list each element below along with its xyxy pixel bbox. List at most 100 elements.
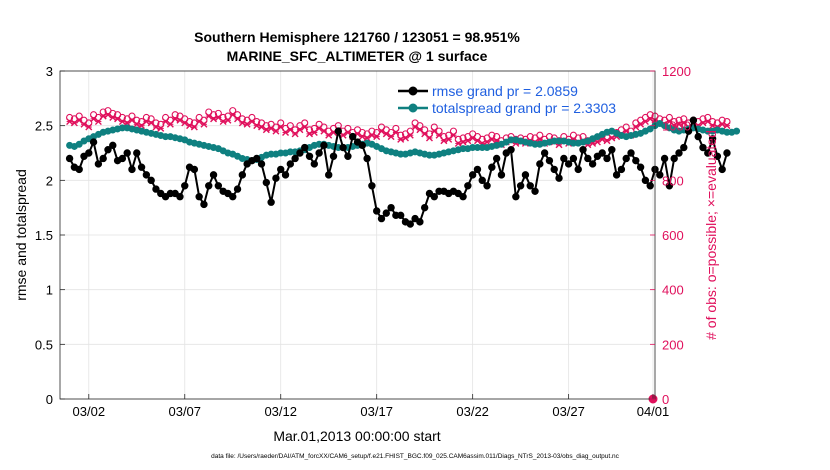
rmse-point <box>176 193 184 201</box>
rmse-point <box>325 171 333 179</box>
obs-evaluated-point <box>425 134 433 142</box>
rmse-point <box>694 132 702 141</box>
rmse-point <box>617 165 626 174</box>
obs-possible-point <box>248 113 256 122</box>
y-axis-right-label: # of obs: o=possible; ×=evaluated <box>703 130 719 340</box>
obs-possible-point <box>646 111 654 119</box>
rmse-point <box>123 149 131 157</box>
obs-evaluated-point <box>406 131 414 139</box>
obs-evaluated-point <box>277 123 285 131</box>
obs-evaluated-point <box>440 137 448 145</box>
rmse-point <box>301 143 309 152</box>
y-right-tick-label: 0 <box>662 392 669 407</box>
rmse-point <box>137 163 146 171</box>
obs-evaluated-point <box>301 123 309 131</box>
rmse-point <box>238 171 247 179</box>
obs-evaluated-point <box>109 113 117 121</box>
rmse-point <box>632 156 640 165</box>
rmse-point <box>344 152 352 160</box>
rmse-point <box>65 154 74 163</box>
obs-evaluated-point <box>94 118 102 126</box>
rmse-point <box>526 182 534 190</box>
rmse-point <box>497 171 506 179</box>
axes: 03/02 03/07 03/12 03/17 03/22 03/27 04/0100.51… <box>35 64 691 419</box>
rmse-point <box>310 160 319 168</box>
rmse-point <box>540 149 549 157</box>
legend-marker <box>408 103 418 113</box>
chart-title-line1: Southern Hemisphere 121760 / 123051 = 98… <box>194 29 520 45</box>
rmse-point <box>507 146 515 154</box>
rmse-point <box>416 218 424 226</box>
obs-evaluated-point <box>190 123 198 131</box>
rmse-point <box>699 143 707 152</box>
obs-evaluated-point <box>157 124 165 132</box>
rmse-point <box>675 149 683 157</box>
rmse-point <box>521 171 530 179</box>
x-tick-label: 03/27 <box>552 404 585 419</box>
obs-evaluated-point <box>718 120 726 128</box>
rmse-point <box>627 149 635 157</box>
obs-evaluated-point <box>200 120 208 128</box>
obs-possible-point <box>406 127 414 135</box>
rmse-point <box>665 182 674 190</box>
rmse-point <box>488 163 496 171</box>
y-left-tick-label: 0.5 <box>35 337 53 352</box>
y-right-tick-label: 400 <box>662 283 684 298</box>
plot-data <box>65 107 741 404</box>
rmse-point <box>75 165 83 174</box>
rmse-point <box>641 176 650 185</box>
obs-evaluated-point <box>699 119 707 127</box>
obs-evaluated-point <box>488 135 496 143</box>
x-tick-label: 03/12 <box>264 404 297 419</box>
rmse-point <box>406 220 414 228</box>
obs-evaluated-point <box>358 133 366 141</box>
rmse-point <box>603 154 611 163</box>
y-axis-left-label: rmse and totalspread <box>13 169 29 301</box>
rmse-point <box>334 127 343 135</box>
obs-evaluated-point <box>66 118 74 126</box>
obs-evaluated-point <box>253 122 261 130</box>
obs-possible-point <box>301 119 309 127</box>
legend-marker <box>408 86 418 96</box>
rmse-point <box>584 154 592 163</box>
obs-possible-point <box>680 115 688 123</box>
rmse-point <box>420 203 429 212</box>
rmse-point <box>656 171 664 179</box>
rmse-point <box>305 152 314 160</box>
rmse-point <box>363 154 371 163</box>
obs-evaluated-point <box>368 131 376 139</box>
rmse-point <box>147 176 155 185</box>
obs-evaluated-point <box>85 123 93 131</box>
rmse-point <box>550 165 558 174</box>
rmse-point <box>195 193 203 201</box>
rmse-point <box>516 182 525 190</box>
obs-evaluated-point <box>166 120 174 128</box>
obs-evaluated-point <box>133 120 141 128</box>
rmse-point <box>473 165 482 174</box>
rmse-point <box>660 154 669 163</box>
obs-possible-point <box>622 123 630 131</box>
obs-evaluated-point <box>392 129 400 136</box>
rmse-point <box>531 187 539 195</box>
y-left-tick-label: 0 <box>46 392 53 407</box>
obs-evaluated-point <box>435 131 443 139</box>
obs-evaluated-point <box>262 126 270 134</box>
rmse-point <box>320 141 328 150</box>
footer-data-file: data file: /Users/raeder/DAI/ATM_forcXX/… <box>211 453 620 460</box>
rmse-point <box>468 171 477 179</box>
rmse-point <box>214 182 223 190</box>
rmse-point <box>339 143 347 152</box>
rmse-point <box>372 207 381 215</box>
rmse-point <box>272 174 280 182</box>
rmse-point <box>574 165 582 174</box>
rmse-point <box>492 154 501 163</box>
obs-possible-point <box>286 122 294 130</box>
obs-possible-point <box>277 119 285 127</box>
x-tick-label: 03/02 <box>73 404 106 419</box>
rmse-point <box>200 200 208 209</box>
rmse-point <box>118 154 127 163</box>
rmse-point <box>277 165 285 174</box>
obs-evaluated-point <box>219 118 227 126</box>
rmse-point <box>233 185 242 193</box>
